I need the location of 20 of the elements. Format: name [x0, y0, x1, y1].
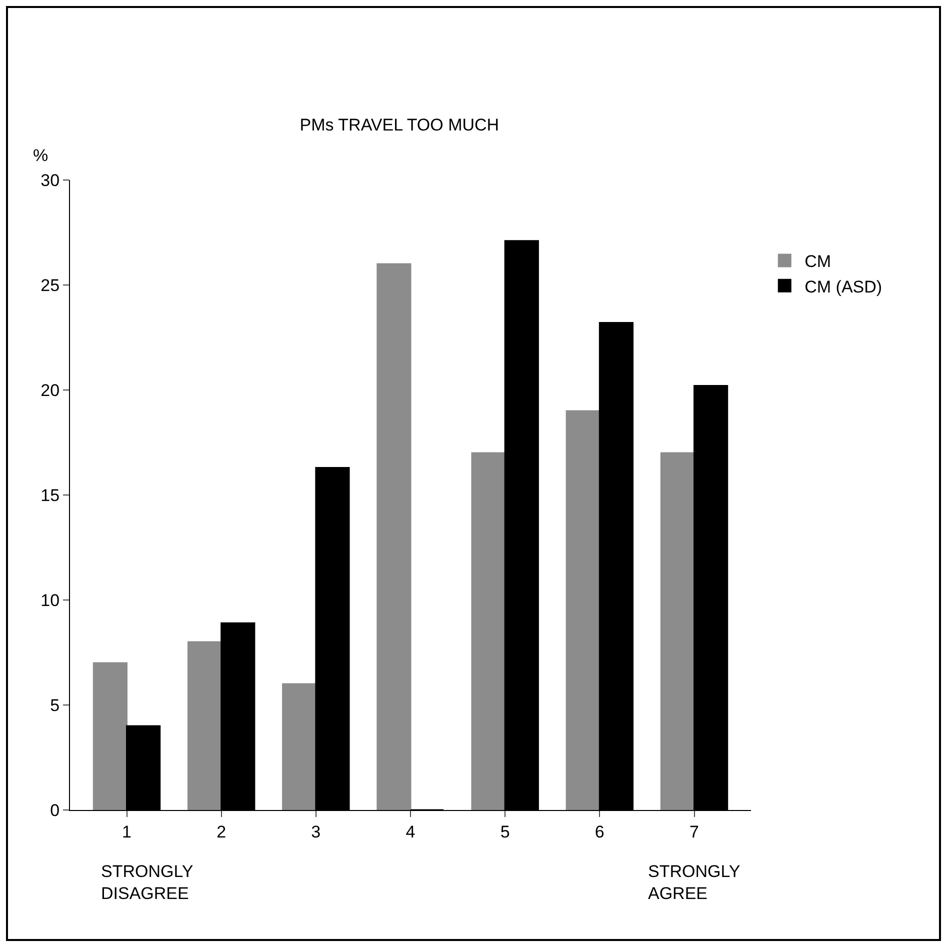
text: STRONGLY DISAGREE [101, 862, 194, 904]
x-tick-label: 4 [406, 822, 416, 842]
x-tick-label: 7 [690, 822, 699, 842]
y-tick-label: 25 [40, 276, 60, 295]
x-tick-label: 5 [500, 822, 510, 842]
y-tick-label: 10 [40, 590, 60, 610]
y-tick-label: 5 [50, 696, 60, 715]
chart-title: PMs TRAVEL TOO MUCH [300, 116, 500, 135]
x-tick-label: 6 [594, 822, 604, 842]
x-tick-label: 2 [216, 822, 226, 842]
legend-label: CM [804, 252, 832, 272]
y-tick-label: 0 [50, 800, 60, 820]
y-tick-label: 15 [40, 486, 60, 505]
text: STRONGLY AGREE [648, 862, 740, 904]
y-tick-label: 20 [40, 380, 60, 400]
y-axis-title: % [33, 146, 48, 165]
legend-label: CM (ASD) [804, 277, 882, 296]
x-tick-label: 3 [311, 822, 321, 842]
x-tick-label: 1 [122, 822, 132, 842]
y-tick-label: 30 [40, 170, 60, 190]
